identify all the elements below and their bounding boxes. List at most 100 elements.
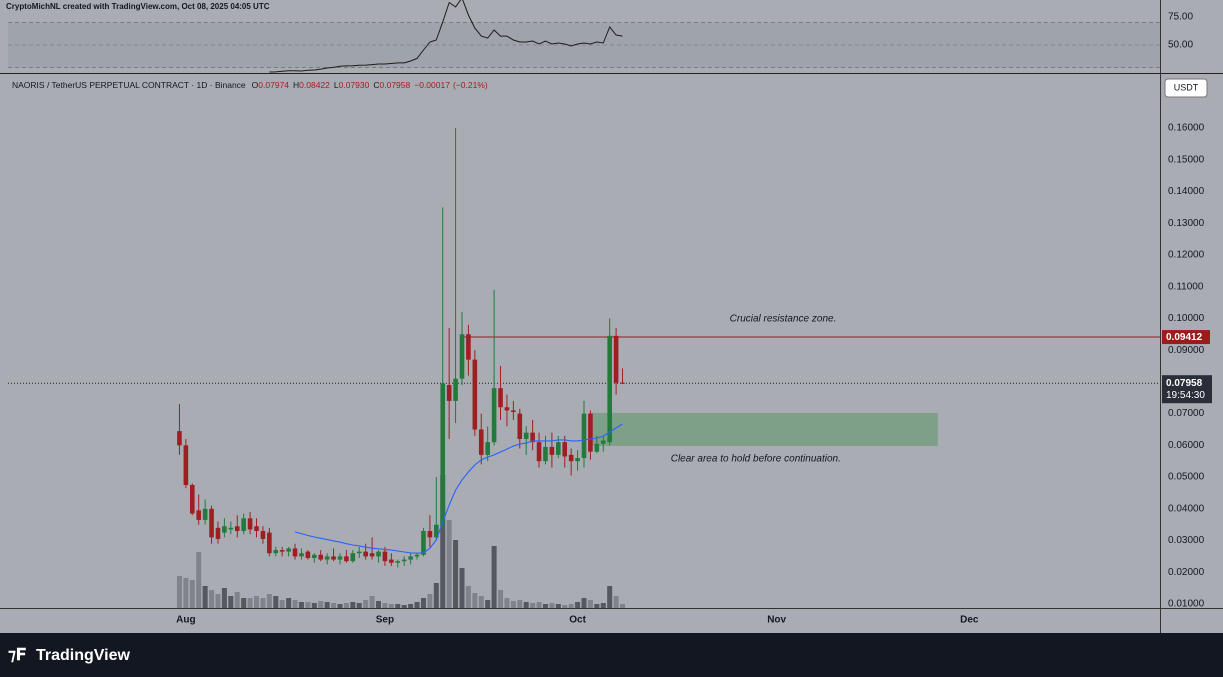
volume-bar (183, 578, 189, 608)
candle-body (177, 431, 182, 446)
candle-body (222, 526, 227, 533)
symbol: NAORIS / TetherUS PERPETUAL CONTRACT · 1… (12, 80, 246, 90)
volume-bar (620, 604, 626, 608)
volume-bar (221, 588, 227, 608)
candle-body (408, 556, 413, 560)
volume-bar (562, 605, 568, 608)
volume-bar (517, 600, 523, 608)
volume-bar (202, 586, 208, 608)
volume-bar (587, 600, 593, 608)
symbol-legend: NAORIS / TetherUS PERPETUAL CONTRACT · 1… (12, 80, 488, 90)
candle-body (241, 518, 246, 532)
volume-bar (600, 603, 606, 608)
change-pct: (−0.21%) (453, 80, 488, 90)
y-tick-label: 0.06000 (1168, 440, 1205, 451)
ohlc-key: O (252, 80, 259, 90)
candle-body (556, 442, 561, 455)
candle-body (254, 526, 259, 532)
ohlc-key: C (373, 80, 379, 90)
annotation: Crucial resistance zone. (730, 314, 837, 325)
candle-body (382, 551, 388, 562)
candle-body (305, 551, 311, 558)
candle-body (543, 446, 548, 462)
volume-bar (196, 552, 202, 608)
candle-body (440, 383, 446, 525)
candle-body (594, 443, 600, 452)
candle-body (504, 407, 510, 411)
volume-bar (247, 598, 253, 608)
volume-bar (498, 590, 504, 608)
volume-bar (485, 600, 491, 608)
candle-body (620, 382, 625, 384)
volume-bar (176, 576, 182, 608)
volume-bar (536, 602, 542, 608)
candle-body (189, 485, 195, 514)
volume-bar (401, 605, 407, 608)
volume-bar (607, 586, 613, 608)
volume-bar (575, 602, 581, 608)
volume-bar (331, 603, 337, 608)
candle-body (260, 531, 266, 539)
volume-bar (549, 603, 555, 608)
rsi-band-fill (8, 22, 1160, 68)
currency-button[interactable] (1164, 78, 1208, 98)
volume-bar (209, 590, 215, 608)
volume-bar (510, 601, 516, 608)
ohlc-value: 0.07930 (339, 80, 370, 90)
candle-body (337, 556, 343, 560)
price-panel (8, 127, 1160, 608)
candle-body (196, 510, 202, 520)
volume-bar (279, 600, 285, 608)
y-tick-label: 0.09000 (1168, 345, 1205, 356)
candle-body (600, 440, 606, 444)
candle-body (446, 385, 452, 401)
candle-body (588, 413, 593, 452)
x-tick-label: Aug (176, 615, 195, 626)
volume-bar (324, 602, 330, 608)
volume-bar (266, 594, 272, 608)
y-tick-label: 0.14000 (1168, 186, 1205, 197)
last-price-label: 0.07958 (1166, 378, 1203, 389)
candle-body (247, 518, 253, 530)
volume-bar (420, 598, 426, 608)
volume-bar (395, 604, 401, 608)
volume-bar (581, 598, 587, 608)
x-tick-label: Oct (569, 615, 586, 626)
candle-body (318, 554, 324, 560)
y-tick-label: 0.12000 (1168, 250, 1205, 261)
y-tick-label: 0.05000 (1168, 472, 1205, 483)
volume-bar (613, 596, 619, 608)
volume-bar (453, 540, 459, 608)
candle-body (267, 532, 272, 554)
candle-body (350, 553, 356, 562)
candle-body (376, 551, 381, 557)
candle-body (395, 561, 401, 563)
candle-body (536, 442, 542, 462)
y-tick-label: 0.13000 (1168, 218, 1205, 229)
volume-bar (594, 604, 600, 608)
rsi-line (269, 0, 623, 73)
volume-bar (337, 604, 343, 608)
ohlc-value: 0.07974 (258, 80, 289, 90)
volume-bar (254, 596, 260, 608)
volume-bar (318, 601, 324, 608)
candle-body (292, 548, 298, 557)
candle-body (421, 531, 426, 555)
volume-bar (363, 600, 369, 608)
volume-bar (241, 598, 247, 608)
candle-body (356, 551, 362, 554)
y-tick-label: 0.04000 (1168, 503, 1205, 514)
footer (0, 633, 1223, 677)
change: −0.00017 (414, 80, 450, 90)
candle-body (562, 442, 568, 457)
candle-body (427, 531, 433, 538)
y-tick-label: 0.11000 (1168, 281, 1204, 292)
attribution: CryptoMichNL created with TradingView.co… (6, 2, 270, 11)
volume-bar (530, 603, 536, 608)
volume-bar (350, 602, 356, 608)
volume-bar (465, 586, 471, 608)
ohlc-key: L (334, 80, 339, 90)
volume-bar (440, 475, 446, 608)
y-tick-label: 0.16000 (1168, 123, 1205, 134)
